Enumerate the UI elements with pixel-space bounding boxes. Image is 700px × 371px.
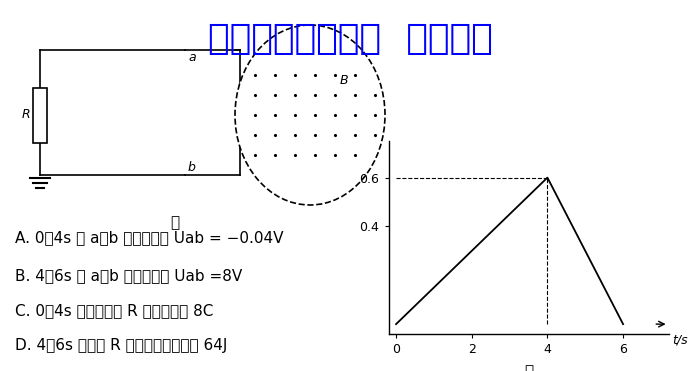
- Text: R: R: [22, 108, 30, 121]
- Text: 微信公众号关注：  趣找答案: 微信公众号关注： 趣找答案: [208, 22, 492, 56]
- Text: b: b: [188, 161, 196, 174]
- Text: C. 0～4s 内通过电阻 R 的电荷量为 8C: C. 0～4s 内通过电阻 R 的电荷量为 8C: [15, 303, 213, 318]
- Text: B. 4～6s 内 a、b 间的电势差 Uab =8V: B. 4～6s 内 a、b 间的电势差 Uab =8V: [15, 268, 242, 283]
- Text: t/s: t/s: [672, 334, 688, 347]
- Text: 乙: 乙: [524, 364, 533, 371]
- Text: 甲: 甲: [170, 215, 180, 230]
- Text: A. 0～4s 内 a、b 间的电势差 Uab = −0.04V: A. 0～4s 内 a、b 间的电势差 Uab = −0.04V: [15, 230, 284, 245]
- Text: B: B: [340, 73, 349, 86]
- Text: a: a: [188, 51, 195, 64]
- Ellipse shape: [235, 25, 385, 205]
- Text: D. 4～6s 内电阻 R 上产生的焦耳热为 64J: D. 4～6s 内电阻 R 上产生的焦耳热为 64J: [15, 338, 227, 353]
- Bar: [33, 88, 47, 142]
